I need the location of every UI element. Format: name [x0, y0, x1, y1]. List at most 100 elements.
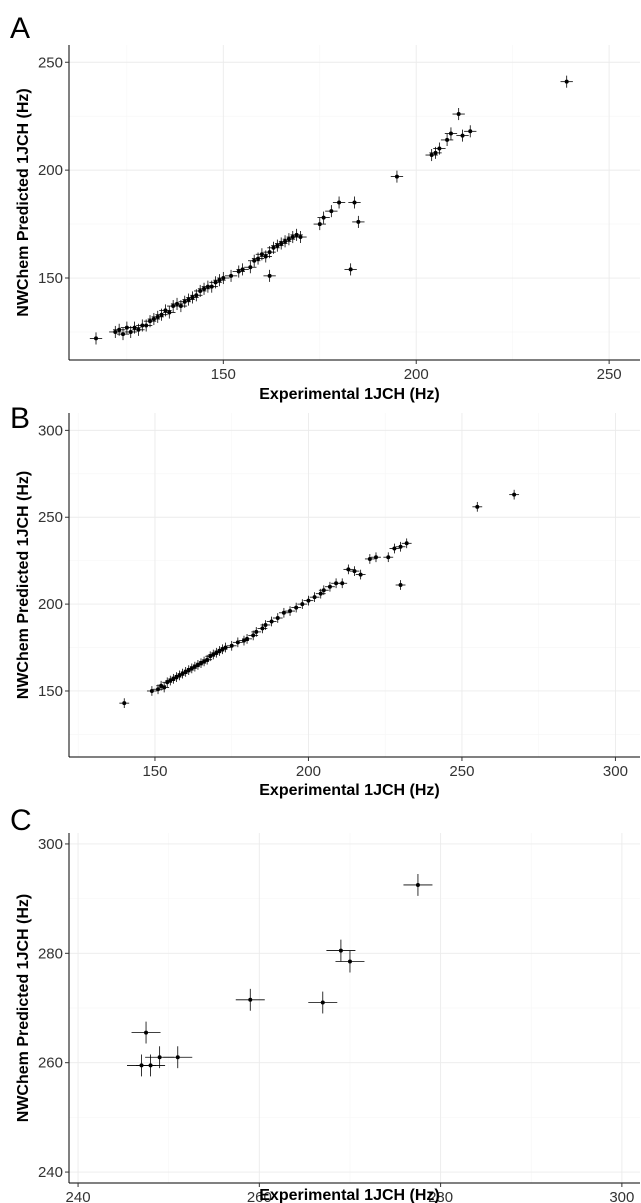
data-point [348, 196, 361, 209]
y-axis-title: NWChem Predicted 1JCH (Hz) [15, 471, 32, 699]
point-marker [144, 323, 149, 328]
point-marker [229, 273, 234, 278]
point-marker [183, 669, 188, 674]
data-point [131, 1021, 161, 1044]
point-marker [186, 297, 191, 302]
point-marker [283, 239, 288, 244]
x-tick-label: 300 [609, 1189, 634, 1203]
data-point [285, 606, 295, 616]
data-point [291, 602, 302, 613]
point-marker [445, 137, 450, 142]
point-marker [217, 278, 222, 283]
point-marker [148, 1063, 153, 1068]
panel-b: 150 200 250 300 150 200 250 300 Experimental 1JC… [10, 402, 640, 799]
data-point [174, 670, 185, 681]
point-marker [275, 243, 280, 248]
point-marker [113, 329, 118, 334]
y-tick-label: 250 [38, 509, 63, 526]
data-point [251, 627, 262, 637]
data-point [452, 108, 465, 121]
point-marker [279, 241, 284, 246]
data-point [116, 328, 130, 341]
point-marker [358, 572, 363, 577]
data-point [248, 254, 261, 267]
point-marker [269, 619, 274, 624]
point-marker [252, 258, 257, 263]
panel-letter: B [10, 402, 30, 435]
point-marker [318, 591, 323, 596]
point-marker [177, 673, 182, 678]
point-marker [398, 544, 403, 549]
point-marker [433, 150, 438, 155]
point-marker [235, 640, 240, 645]
point-marker [256, 256, 261, 261]
data-point [355, 569, 366, 580]
data-point [235, 988, 265, 1011]
x-tick-label: 200 [404, 366, 429, 383]
point-marker [448, 131, 453, 136]
point-marker [171, 304, 176, 309]
y-tick-label: 150 [38, 683, 63, 700]
point-marker [167, 310, 172, 315]
point-marker [157, 1055, 162, 1060]
point-marker [267, 273, 272, 278]
point-marker [132, 325, 137, 330]
point-marker [475, 504, 480, 509]
data-point [242, 633, 252, 644]
data-point [401, 538, 412, 549]
y-axis-title: NWChem Predicted 1JCH (Hz) [15, 88, 32, 316]
data-point [196, 658, 206, 669]
data-point [260, 620, 271, 630]
point-marker [290, 235, 295, 240]
point-marker [267, 250, 272, 255]
point-marker [144, 1030, 149, 1035]
x-tick-label: 150 [211, 366, 236, 383]
point-marker [117, 327, 122, 332]
data-point [199, 656, 209, 667]
data-point [325, 581, 335, 592]
point-marker [437, 146, 442, 151]
point-marker [460, 133, 465, 138]
data-point [224, 269, 238, 282]
point-marker [194, 293, 199, 298]
x-axis-title: Experimental 1JCH (Hz) [259, 782, 440, 799]
point-marker [347, 959, 352, 964]
data-point [89, 332, 103, 345]
point-marker [392, 546, 397, 551]
x-axis-title: Experimental 1JCH (Hz) [259, 386, 440, 403]
point-marker [468, 129, 473, 134]
point-marker [186, 668, 191, 673]
point-marker [159, 312, 164, 317]
point-marker [271, 245, 276, 250]
point-marker [356, 219, 361, 224]
point-marker [148, 319, 153, 324]
data-point [325, 205, 338, 218]
point-marker [202, 286, 207, 291]
point-marker [236, 269, 241, 274]
data-point [371, 552, 381, 563]
data-point [389, 543, 400, 554]
x-tick-label: 260 [247, 1189, 272, 1203]
panel-c: 240 260 280 300 240 260 280 300 Experimental 1JC… [10, 804, 640, 1203]
point-marker [373, 555, 378, 560]
point-marker [229, 643, 234, 648]
point-marker [327, 584, 332, 589]
data-point [197, 282, 211, 295]
point-marker [415, 882, 420, 887]
point-marker [182, 299, 187, 304]
data-point [364, 554, 375, 564]
point-marker [202, 659, 207, 664]
data-point [266, 616, 277, 627]
point-marker [136, 327, 141, 332]
point-marker [198, 288, 203, 293]
point-marker [259, 252, 264, 257]
data-point [403, 874, 433, 896]
x-tick-label: 250 [597, 366, 622, 383]
data-point [440, 133, 454, 146]
y-axis-title: NWChem Predicted 1JCH (Hz) [15, 894, 32, 1122]
data-point [213, 274, 226, 287]
point-marker [394, 174, 399, 179]
point-marker [386, 555, 391, 560]
point-marker [275, 616, 280, 621]
point-marker [163, 308, 168, 313]
